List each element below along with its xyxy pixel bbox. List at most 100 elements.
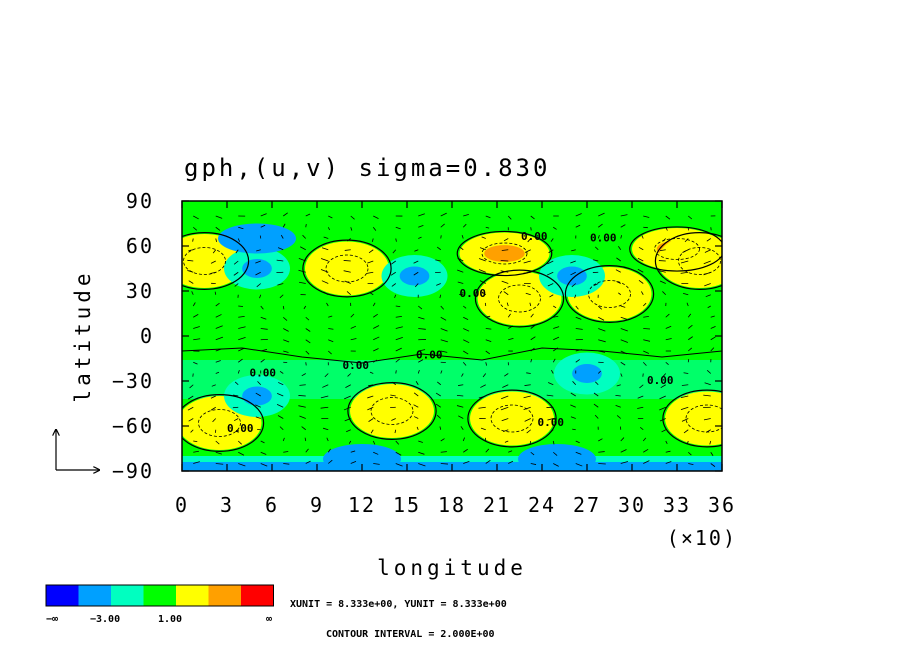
wind-vector xyxy=(705,294,711,298)
wind-vector xyxy=(215,226,221,231)
contour-label-6: 0.00 xyxy=(227,422,254,435)
wind-vector xyxy=(575,316,582,320)
wind-vector xyxy=(395,463,403,467)
wind-vector xyxy=(593,259,599,262)
wind-vector xyxy=(638,246,644,251)
wind-vector xyxy=(598,316,605,321)
field-core-1 xyxy=(484,245,525,262)
wind-vector xyxy=(620,316,627,320)
wind-vector xyxy=(570,404,576,408)
wind-vector xyxy=(305,448,309,453)
wind-vector xyxy=(616,281,621,284)
wind-vector xyxy=(210,406,216,411)
wind-vector xyxy=(615,269,621,273)
wind-vector xyxy=(435,403,441,408)
x-tick-label: 36 xyxy=(708,493,736,517)
wind-vector xyxy=(440,316,447,321)
wind-vector xyxy=(461,373,464,377)
wind-vector xyxy=(665,450,671,453)
wind-vector xyxy=(369,371,374,374)
wind-vector xyxy=(280,234,284,239)
wind-vector xyxy=(395,336,403,341)
wind-vector xyxy=(260,463,268,467)
wind-vector xyxy=(530,347,535,352)
wind-vector xyxy=(593,403,599,408)
wind-vector xyxy=(598,328,606,332)
wind-vector xyxy=(439,426,442,430)
wind-vector xyxy=(321,247,329,251)
wind-vectors xyxy=(187,212,716,467)
wind-vector xyxy=(344,418,351,422)
wind-vector xyxy=(500,406,509,411)
colorbar-label-neg-inf: −∞ xyxy=(46,614,58,625)
wind-vector xyxy=(344,280,351,284)
wind-vector xyxy=(322,427,329,431)
y-tick-label: 30 xyxy=(126,279,154,303)
wind-vector xyxy=(688,324,693,329)
wind-vector xyxy=(485,315,491,318)
wind-vector xyxy=(530,359,533,363)
wind-vector xyxy=(548,382,554,386)
wind-vector xyxy=(665,440,668,444)
wind-vector xyxy=(572,428,576,431)
wind-vector xyxy=(283,451,289,453)
wind-vector xyxy=(367,260,374,264)
wind-vector xyxy=(524,418,531,422)
y-tick-label: 90 xyxy=(126,189,154,213)
wind-vector xyxy=(373,325,380,329)
wind-vector xyxy=(301,426,306,431)
wind-vector xyxy=(665,325,672,329)
wind-vector xyxy=(638,279,644,284)
wind-vector xyxy=(350,338,357,341)
wind-vector xyxy=(350,215,355,220)
wind-vector xyxy=(192,226,198,231)
wind-vector xyxy=(193,450,199,453)
wind-vector xyxy=(463,328,470,332)
wind-vector xyxy=(440,339,448,343)
wind-vector xyxy=(300,246,306,251)
wind-vector xyxy=(641,235,644,239)
wind-vector xyxy=(688,463,694,466)
wind-vector xyxy=(553,347,559,352)
wind-vector xyxy=(372,302,376,307)
wind-vector xyxy=(257,381,262,386)
x-tick-label: 0 xyxy=(175,493,189,517)
wind-vector xyxy=(620,449,627,453)
wind-vector xyxy=(282,316,288,321)
wind-vector xyxy=(233,418,239,422)
wind-vector xyxy=(460,426,464,430)
wind-vector xyxy=(523,406,531,411)
wind-vector xyxy=(392,249,397,254)
contour-label-3: 0.00 xyxy=(460,287,487,300)
wind-vector xyxy=(530,336,536,341)
wind-vector xyxy=(395,358,400,363)
wind-vector xyxy=(215,451,222,455)
wind-vector xyxy=(688,336,693,341)
contour-label-7: 0.00 xyxy=(538,416,565,429)
wind-vector xyxy=(418,359,424,363)
wind-vector xyxy=(479,247,486,251)
wind-vector xyxy=(327,227,331,231)
wind-vector xyxy=(350,450,356,453)
wind-vector xyxy=(552,440,555,445)
wind-vector xyxy=(548,249,554,254)
wind-vector xyxy=(255,271,261,276)
wind-vector xyxy=(345,384,351,388)
wind-vector xyxy=(260,213,267,217)
wind-vector xyxy=(192,238,194,242)
y-tick-label: 60 xyxy=(126,234,154,258)
wind-vector xyxy=(665,215,671,220)
wind-vector xyxy=(188,418,194,422)
wind-vector xyxy=(709,440,712,445)
wind-vector xyxy=(395,347,402,352)
wind-vector xyxy=(503,291,509,296)
field-core-7 xyxy=(373,400,411,422)
x-tick-label: 9 xyxy=(310,493,324,517)
x-axis: 0 3 6 9 12 15 18 21 24 27 30 33 36 xyxy=(175,201,736,517)
wind-vector xyxy=(457,257,464,262)
reference-vector-icon xyxy=(56,430,99,470)
wind-vector xyxy=(215,302,220,307)
wind-vector xyxy=(508,450,513,453)
wind-vector xyxy=(570,416,576,419)
wind-vector xyxy=(233,271,239,276)
